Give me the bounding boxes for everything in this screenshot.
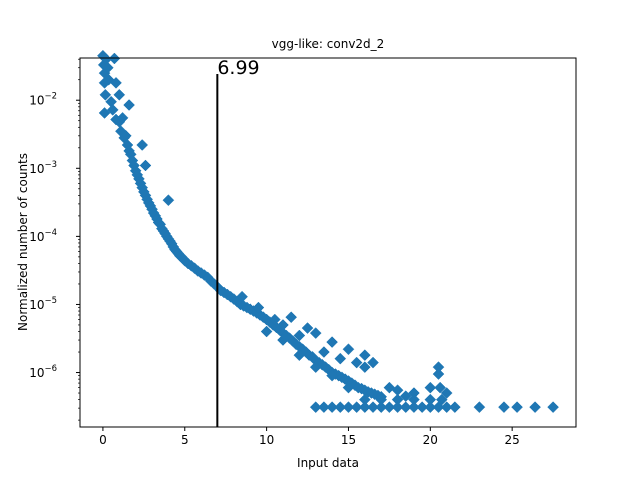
data-point — [106, 104, 119, 116]
y-tick-label: 10−5 — [29, 296, 57, 312]
data-point — [498, 401, 510, 414]
data-point — [432, 368, 445, 380]
data-point — [260, 325, 273, 338]
x-tick-label: 5 — [181, 433, 189, 447]
data-point — [342, 401, 355, 414]
data-point — [101, 61, 114, 74]
data-point — [367, 401, 379, 414]
data-point — [236, 290, 248, 303]
data-point — [440, 401, 453, 414]
data-point — [375, 401, 388, 414]
x-axis-label: Input data — [297, 456, 359, 470]
data-point — [416, 401, 428, 414]
data-point — [277, 334, 289, 346]
plot-frame — [79, 57, 577, 428]
x-tick-label: 15 — [341, 433, 356, 447]
data-point — [301, 322, 314, 334]
y-axis: 10−6 10−5 10−4 10−3 10−2 — [29, 58, 80, 421]
data-point — [350, 401, 363, 414]
y-tick-label: 10−3 — [29, 160, 57, 176]
data-point — [326, 336, 338, 348]
data-point — [449, 401, 461, 414]
data-point — [309, 327, 322, 339]
x-tick-label: 20 — [423, 433, 438, 447]
data-points — [97, 49, 559, 414]
data-point — [116, 112, 129, 124]
y-tick-label: 10−4 — [29, 228, 57, 244]
data-point — [424, 381, 437, 394]
data-point — [110, 76, 122, 89]
data-point — [383, 381, 396, 394]
threshold: 6.99 — [216, 57, 260, 427]
data-point — [113, 88, 126, 101]
data-point — [440, 387, 453, 399]
x-tick-label: 10 — [259, 433, 274, 447]
data-point — [529, 401, 541, 414]
data-point — [334, 352, 347, 365]
data-point — [473, 401, 486, 414]
data-point — [342, 381, 355, 394]
x-tick-label: 0 — [99, 433, 107, 447]
data-point — [285, 311, 298, 324]
data-point — [424, 401, 437, 414]
data-point — [136, 139, 149, 151]
data-point — [293, 329, 306, 342]
data-point — [99, 88, 112, 101]
data-point — [102, 73, 115, 86]
data-point — [383, 401, 396, 414]
data-point — [123, 99, 135, 111]
y-axis-label: Normalized number of counts — [16, 153, 30, 331]
data-point — [293, 349, 306, 362]
chart-title: vgg-like: conv2d_2 — [272, 37, 385, 51]
y-tick-label: 10−6 — [29, 364, 57, 380]
data-point — [350, 356, 363, 369]
data-point — [318, 401, 330, 414]
x-axis: 0 5 10 15 20 25 — [99, 427, 520, 447]
data-point — [432, 401, 445, 414]
data-point — [277, 319, 289, 331]
data-point — [309, 361, 322, 373]
data-point — [252, 301, 265, 314]
data-point — [358, 401, 371, 414]
data-point — [358, 349, 371, 362]
data-point — [399, 401, 412, 414]
data-point — [139, 159, 152, 172]
data-point — [391, 401, 404, 414]
data-point — [434, 381, 446, 394]
data-point — [408, 401, 420, 414]
data-point — [318, 346, 330, 358]
data-point — [511, 401, 523, 414]
data-point — [162, 194, 175, 207]
data-point — [268, 313, 281, 326]
data-point — [326, 369, 338, 382]
data-point — [358, 361, 371, 373]
data-point — [309, 401, 322, 414]
y-tick-label: 10−2 — [29, 92, 57, 108]
threshold-label: 6.99 — [217, 57, 259, 79]
data-point — [326, 401, 338, 414]
x-tick-label: 25 — [505, 433, 520, 447]
data-point — [342, 343, 355, 356]
data-point — [334, 401, 347, 414]
data-point — [547, 401, 559, 414]
data-point — [367, 356, 379, 369]
